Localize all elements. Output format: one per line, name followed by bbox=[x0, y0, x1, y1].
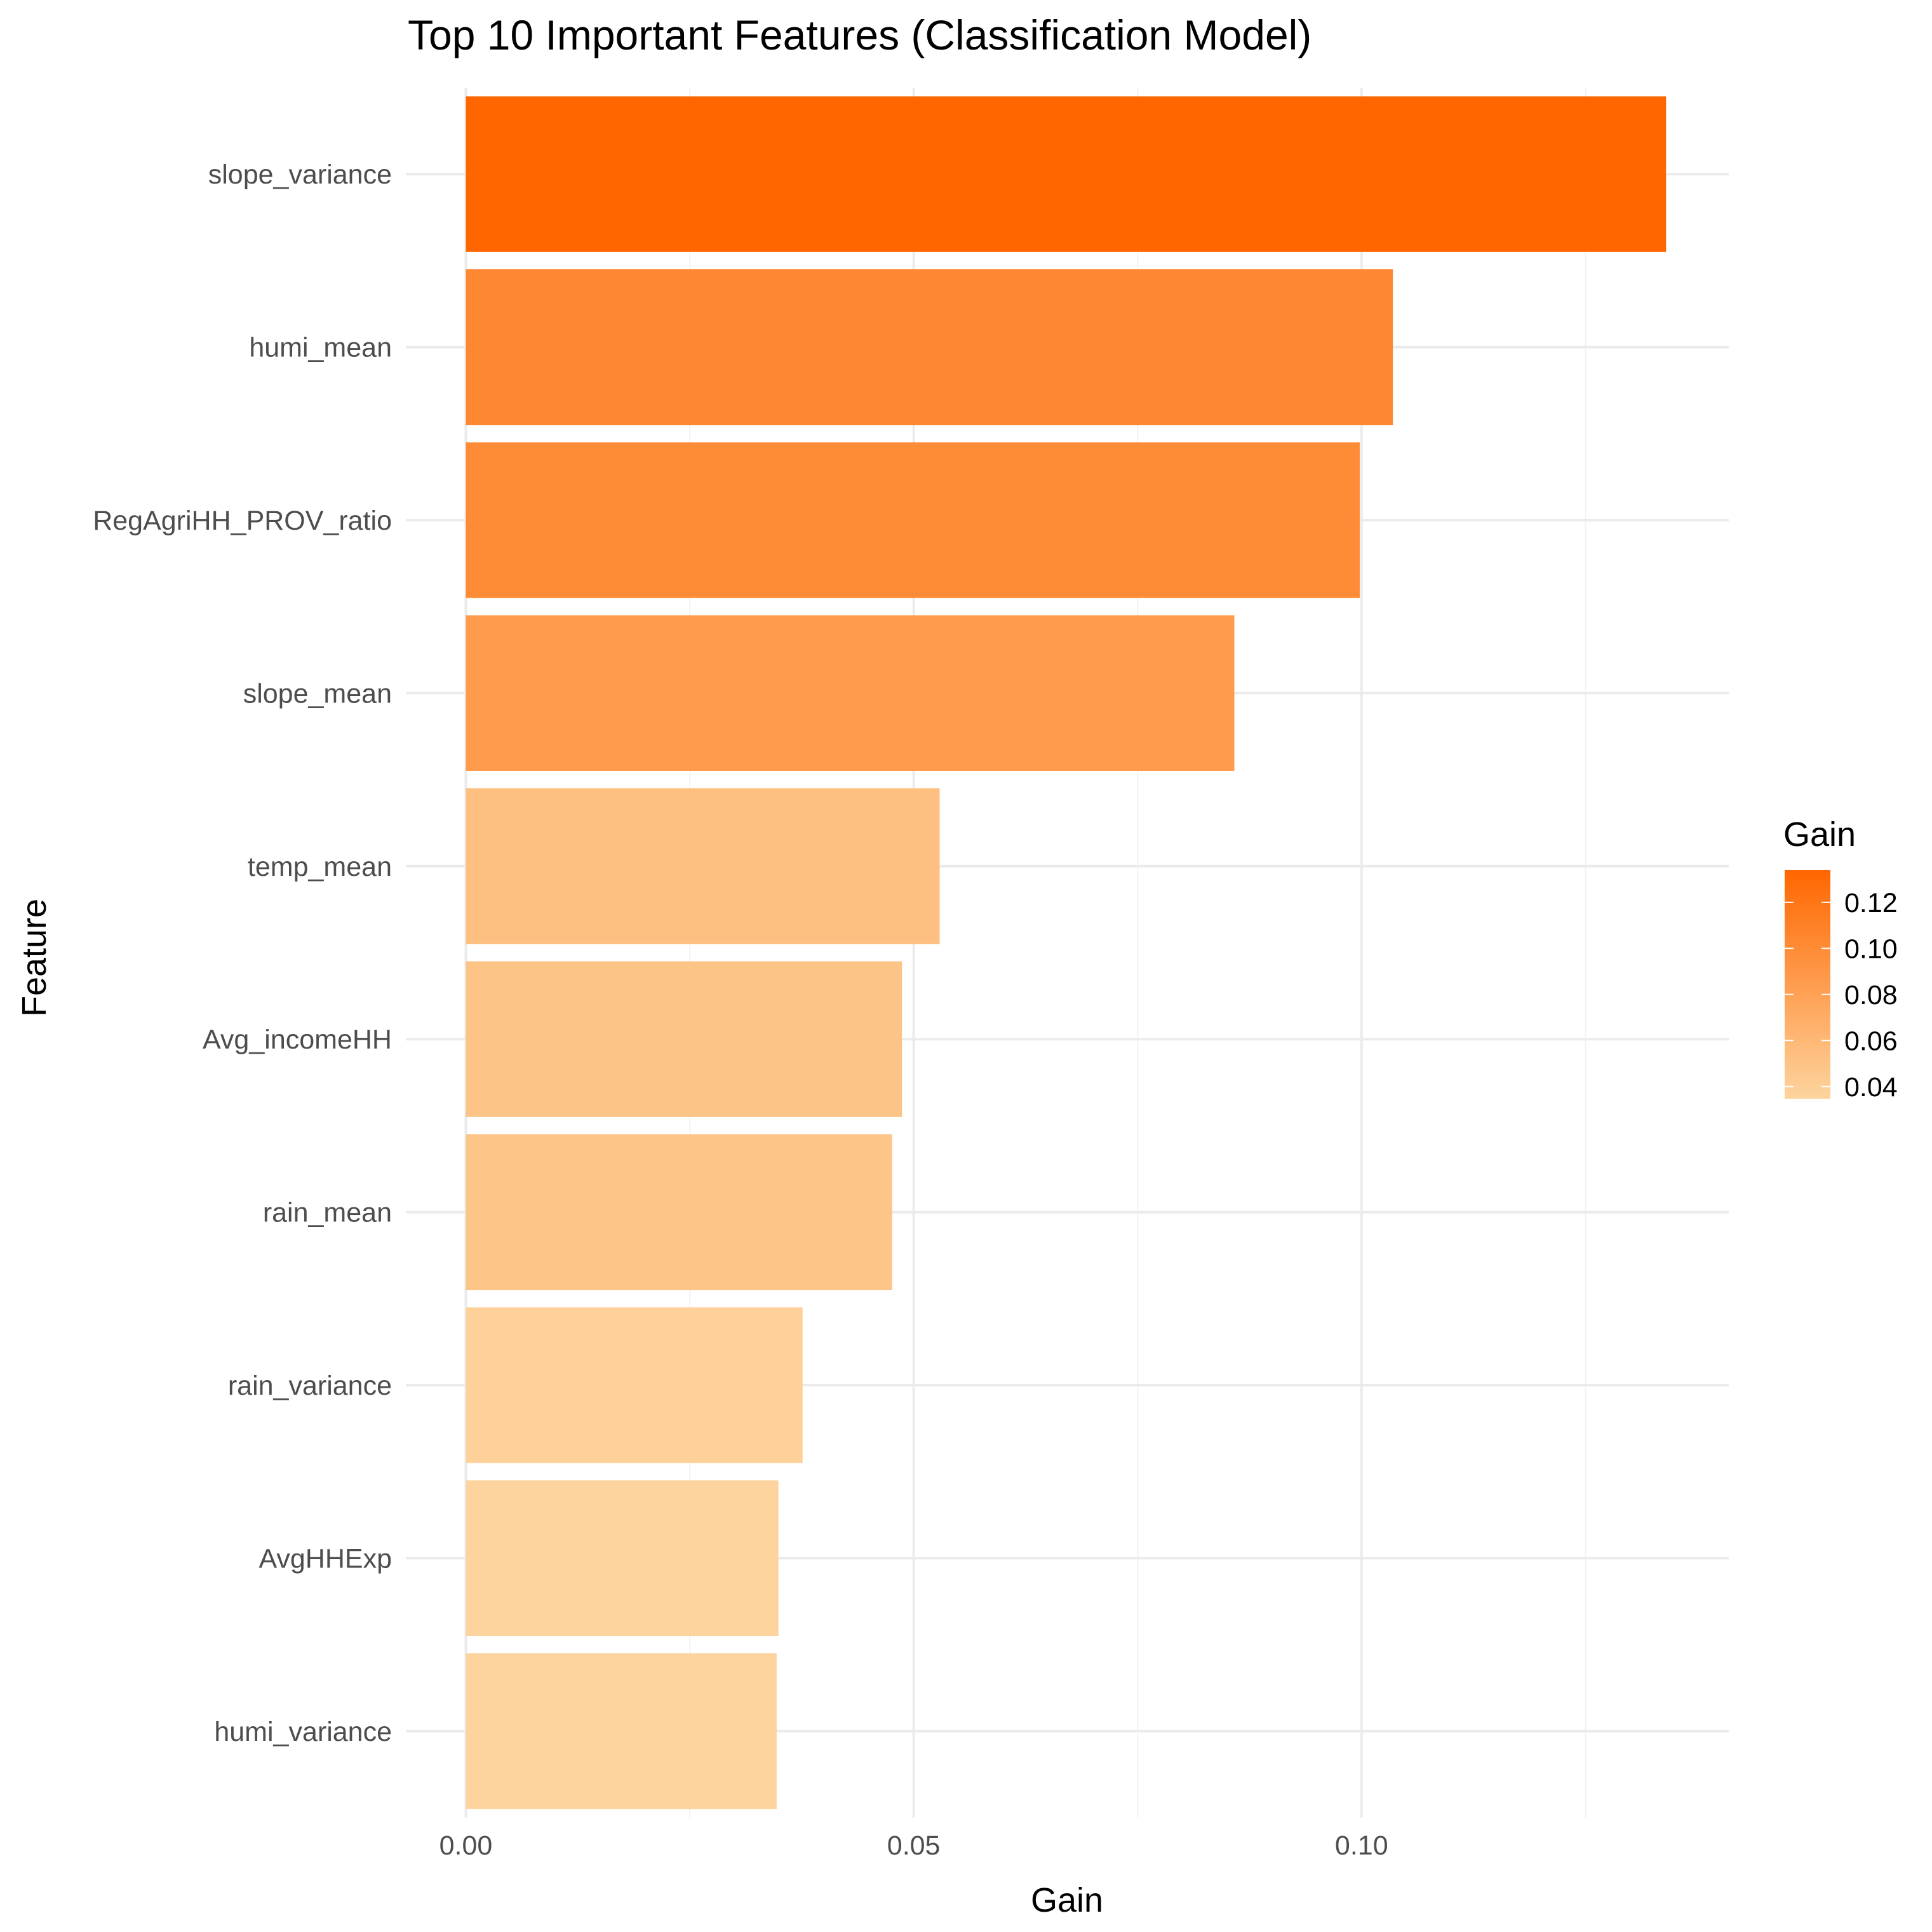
legend-tick-label: 0.12 bbox=[1844, 888, 1898, 918]
x-tick-label: 0.00 bbox=[439, 1830, 493, 1861]
y-tick-label: AvgHHExp bbox=[258, 1543, 392, 1574]
y-tick-label: RegAgriHH_PROV_ratio bbox=[93, 506, 392, 536]
bar-rain-mean bbox=[466, 1134, 892, 1291]
y-tick-label: humi_variance bbox=[214, 1717, 392, 1747]
y-axis-ticks: slope_variance humi_mean RegAgriHH_PROV_ra… bbox=[93, 159, 392, 1747]
y-tick-label: Avg_incomeHH bbox=[203, 1024, 392, 1055]
bar-regagrihh-prov-ratio bbox=[466, 442, 1360, 598]
legend-title: Gain bbox=[1783, 815, 1856, 854]
legend-colorbar bbox=[1785, 870, 1830, 1099]
y-tick-label: slope_variance bbox=[208, 159, 392, 190]
legend-tick-label: 0.08 bbox=[1844, 980, 1898, 1010]
bar-humi-mean bbox=[466, 269, 1393, 426]
bar-slope-variance bbox=[466, 96, 1667, 252]
bar-humi-variance bbox=[466, 1653, 777, 1809]
bar-temp-mean bbox=[466, 788, 940, 944]
y-tick-label: temp_mean bbox=[248, 852, 392, 882]
x-tick-label: 0.10 bbox=[1335, 1830, 1388, 1861]
legend-ticks: 0.04 0.06 0.08 0.10 0.12 bbox=[1785, 888, 1898, 1103]
bar-rain-variance bbox=[466, 1307, 803, 1463]
y-axis-title: Feature bbox=[15, 899, 53, 1017]
legend-tick-label: 0.10 bbox=[1844, 934, 1898, 964]
bar-avg-incomehh bbox=[466, 961, 902, 1117]
bar-layer bbox=[466, 96, 1667, 1809]
y-tick-label: rain_variance bbox=[228, 1371, 392, 1401]
legend: Gain 0.04 0.06 0.08 0.10 0.12 bbox=[1783, 815, 1898, 1103]
legend-tick-label: 0.04 bbox=[1844, 1072, 1898, 1103]
y-tick-label: rain_mean bbox=[263, 1198, 392, 1228]
x-tick-label: 0.05 bbox=[887, 1830, 941, 1861]
bar-slope-mean bbox=[466, 615, 1235, 771]
legend-tick-label: 0.06 bbox=[1844, 1026, 1898, 1056]
x-axis-title: Gain bbox=[1031, 1881, 1103, 1919]
x-axis-ticks: 0.00 0.05 0.10 bbox=[439, 1830, 1388, 1861]
y-tick-label: humi_mean bbox=[249, 333, 392, 363]
y-tick-label: slope_mean bbox=[243, 678, 392, 709]
chart-title: Top 10 Important Features (Classificatio… bbox=[408, 11, 1311, 58]
bar-avghhexp bbox=[466, 1480, 779, 1636]
